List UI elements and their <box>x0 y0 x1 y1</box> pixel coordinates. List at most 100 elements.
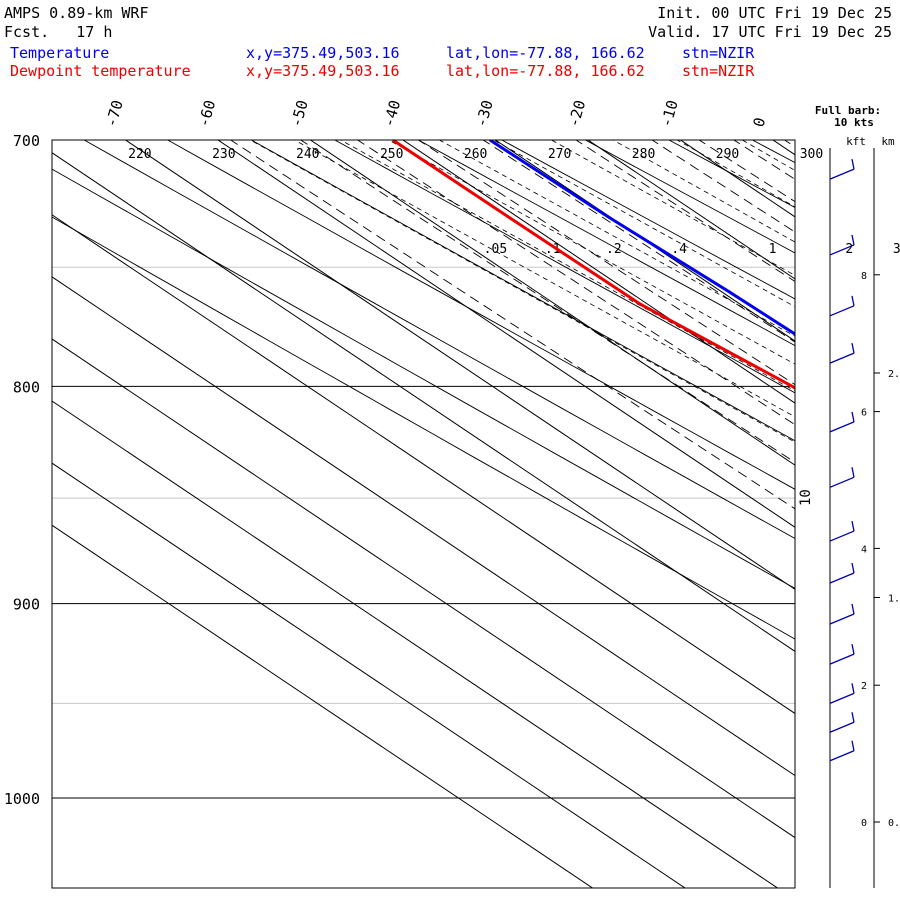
legend-dewpoint-latlon: lat,lon=-77.88, 166.62 <box>446 62 645 80</box>
mixing-ratio-line <box>651 140 795 233</box>
kft-tick-label: 8 <box>861 271 867 282</box>
legend-temperature-label: Temperature <box>10 44 110 62</box>
isotherm-line <box>772 140 795 156</box>
mixing-ratio-label: .2 <box>606 242 622 257</box>
moist-adiabat-line <box>492 140 795 308</box>
theta-label: 220 <box>128 147 151 162</box>
pressure-tick-label: 900 <box>13 596 40 614</box>
legend-dewpoint-xy: x,y=375.49,503.16 <box>246 62 400 80</box>
pressure-tick-label: 800 <box>13 378 40 396</box>
mixing-ratio-line <box>738 87 900 900</box>
isotherm-line <box>52 338 795 839</box>
wind-barb-flag <box>851 603 855 615</box>
barb-legend-speed: 10 kts <box>834 116 874 129</box>
model-title: AMPS 0.89-km WRF <box>4 4 149 22</box>
dewpoint-profile-line <box>391 140 795 390</box>
wind-barb-flag <box>851 643 855 655</box>
valid-time: Valid. 17 UTC Fri 19 Dec 25 <box>648 23 892 41</box>
isotherm-line <box>124 140 795 590</box>
wind-barb-flag <box>851 411 855 423</box>
moist-adiabat-line <box>387 140 795 365</box>
plot-frame <box>51 139 796 889</box>
mixing-ratio-line <box>417 140 795 386</box>
moist-adiabat-line <box>741 140 795 171</box>
temperature-tick-label: 0 <box>750 115 770 129</box>
theta-label: 250 <box>380 147 403 162</box>
pressure-tick-label: 700 <box>13 132 40 150</box>
wind-barb-flag <box>851 520 855 532</box>
isotherm-line <box>52 462 686 888</box>
isotherm-line <box>52 214 795 715</box>
wind-barb-shaft <box>829 305 855 317</box>
wind-barb-shaft <box>829 653 855 665</box>
dry-adiabat-line <box>500 140 795 300</box>
wind-barb-shaft <box>829 421 855 433</box>
moist-adiabat-line <box>438 140 795 337</box>
kft-axis-label: kft <box>846 135 866 148</box>
init-time: Init. 00 UTC Fri 19 Dec 25 <box>657 4 892 22</box>
wind-barb-shaft <box>829 721 855 733</box>
mixing-ratio-label: .4 <box>671 242 687 257</box>
wind-barb-flag <box>851 683 855 694</box>
wind-barb-flag <box>851 740 855 751</box>
mixing-ratio-label: .05 <box>484 242 507 257</box>
isotherm-line <box>402 140 795 404</box>
dry-adiabat-line <box>166 140 795 490</box>
dry-adiabat-line <box>52 216 795 640</box>
legend-dewpoint-stn: stn=NZIR <box>682 62 755 80</box>
dry-adiabat-line <box>584 140 795 254</box>
dry-adiabat-line <box>417 140 795 347</box>
temperature-tick-label: -70 <box>102 98 127 129</box>
kft-tick-label: 6 <box>861 408 867 419</box>
theta-label: 260 <box>464 147 487 162</box>
pressure-tick-label: 1000 <box>4 790 40 808</box>
temperature-tick-label: -20 <box>565 98 590 129</box>
moist-adiabat-line <box>249 140 795 443</box>
wind-barb-shaft <box>829 613 855 625</box>
dry-adiabat-line <box>52 168 795 589</box>
forecast-hour: Fcst. 17 h <box>4 23 113 41</box>
wind-barb-shaft <box>829 352 855 364</box>
wind-barb-flag <box>851 343 855 354</box>
temperature-tick-label: -60 <box>195 98 220 129</box>
moist-adiabat-label: 10 <box>798 489 814 506</box>
theta-label: 230 <box>212 147 235 162</box>
isotherm-line <box>309 140 795 466</box>
isotherm-line <box>217 140 795 528</box>
isotherm-line <box>494 140 795 342</box>
temperature-tick-label: -40 <box>380 98 405 129</box>
isotherm-line <box>52 152 795 653</box>
wind-barb-shaft <box>829 750 855 762</box>
temperature-tick-label: -30 <box>472 98 497 129</box>
wind-barb-panel: Full barb:10 kts kft km 8 6 4 2 0 2. 1. 0. <box>815 104 900 888</box>
isotherm-line <box>878 87 900 900</box>
mixing-ratio-line <box>768 87 900 900</box>
wind-barb-shaft <box>829 530 855 542</box>
temperature-tick-label: -50 <box>287 98 312 129</box>
legend-temperature-stn: stn=NZIR <box>682 44 755 62</box>
wind-barb-flag <box>851 562 855 574</box>
mixing-ratio-line <box>575 140 795 283</box>
wind-barb-shaft <box>829 572 855 584</box>
legend-dewpoint-label: Dewpoint temperature <box>10 62 191 80</box>
mixing-ratio-label: 2 <box>845 242 853 257</box>
wind-barb-flag <box>851 712 855 723</box>
isotherm-line <box>52 400 779 888</box>
theta-label: 290 <box>716 147 739 162</box>
kft-tick-label: 4 <box>861 544 867 555</box>
mixing-ratio-label: 1 <box>769 242 777 257</box>
mixing-ratio-label: 3 <box>893 242 900 257</box>
km-axis-label: km <box>881 135 895 148</box>
kft-tick-label: 2 <box>861 681 867 692</box>
wind-barb-flag <box>851 295 855 306</box>
legend-temperature-xy: x,y=375.49,503.16 <box>246 44 400 62</box>
km-tick-label: 1. <box>888 594 900 605</box>
isotherm-line <box>52 524 594 888</box>
moist-adiabat-line <box>550 140 795 276</box>
isotherm-line <box>52 276 795 777</box>
mixing-ratio-line <box>482 140 795 343</box>
theta-label: 270 <box>548 147 571 162</box>
km-tick-label: 0. <box>888 818 900 829</box>
temperature-tick-label: -10 <box>657 98 682 129</box>
